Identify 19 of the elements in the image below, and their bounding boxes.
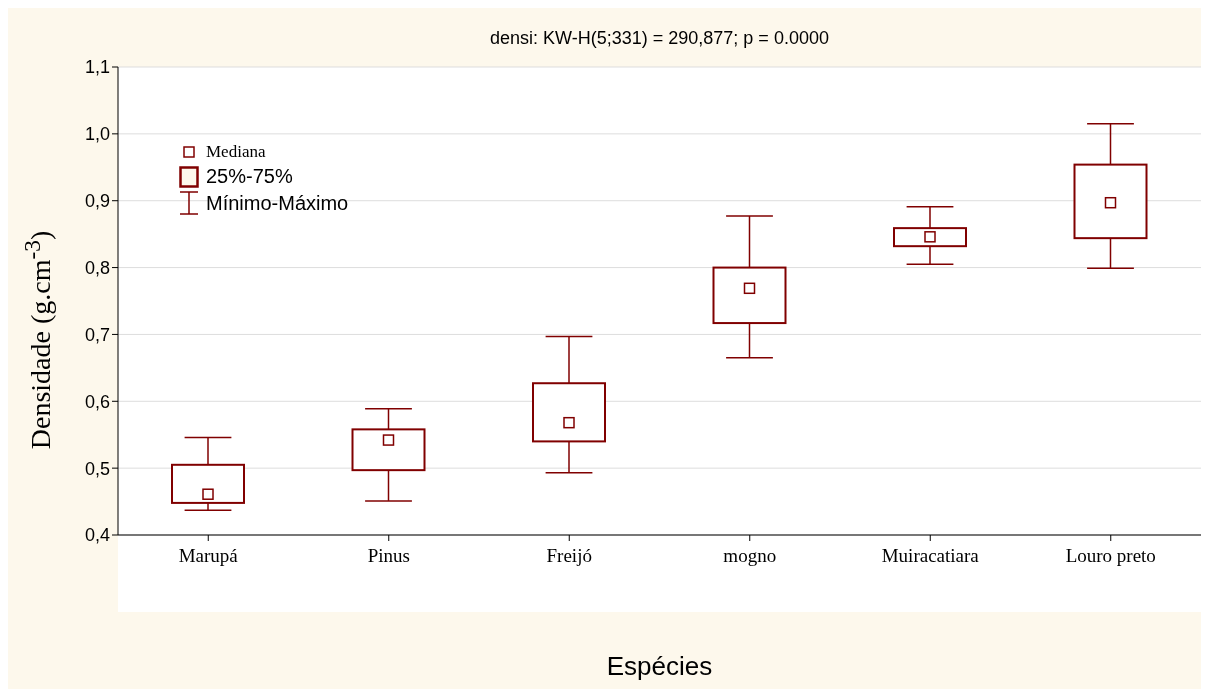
y-tick-label: 1,1 — [84, 57, 110, 78]
x-tick-label: Marupá — [178, 545, 239, 567]
x-axis-title: Espécies — [605, 651, 714, 682]
chart-title: densi: KW-H(5;331) = 290,877; p = 0.0000 — [489, 28, 830, 49]
y-tick-label: 0,9 — [84, 191, 110, 212]
y-tick-label: 0,6 — [84, 391, 110, 412]
annotation: 25%-75% — [206, 165, 293, 188]
y-tick-label: 0,7 — [84, 324, 110, 345]
x-tick-label: mogno — [723, 545, 777, 567]
annotation: Mediana — [206, 142, 266, 162]
y-tick-label: 0,5 — [84, 458, 110, 479]
x-tick-label: Pinus — [367, 545, 410, 567]
y-tick-label: 1,0 — [84, 124, 110, 145]
y-tick-label: 0,4 — [84, 525, 110, 546]
x-tick-label: Freijó — [546, 545, 592, 567]
annotation: Mínimo-Máximo — [206, 191, 349, 215]
x-tick-label: Louro preto — [1065, 545, 1156, 567]
y-tick-label: 0,8 — [84, 257, 110, 278]
x-tick-label: Muiracatiara — [881, 545, 980, 567]
